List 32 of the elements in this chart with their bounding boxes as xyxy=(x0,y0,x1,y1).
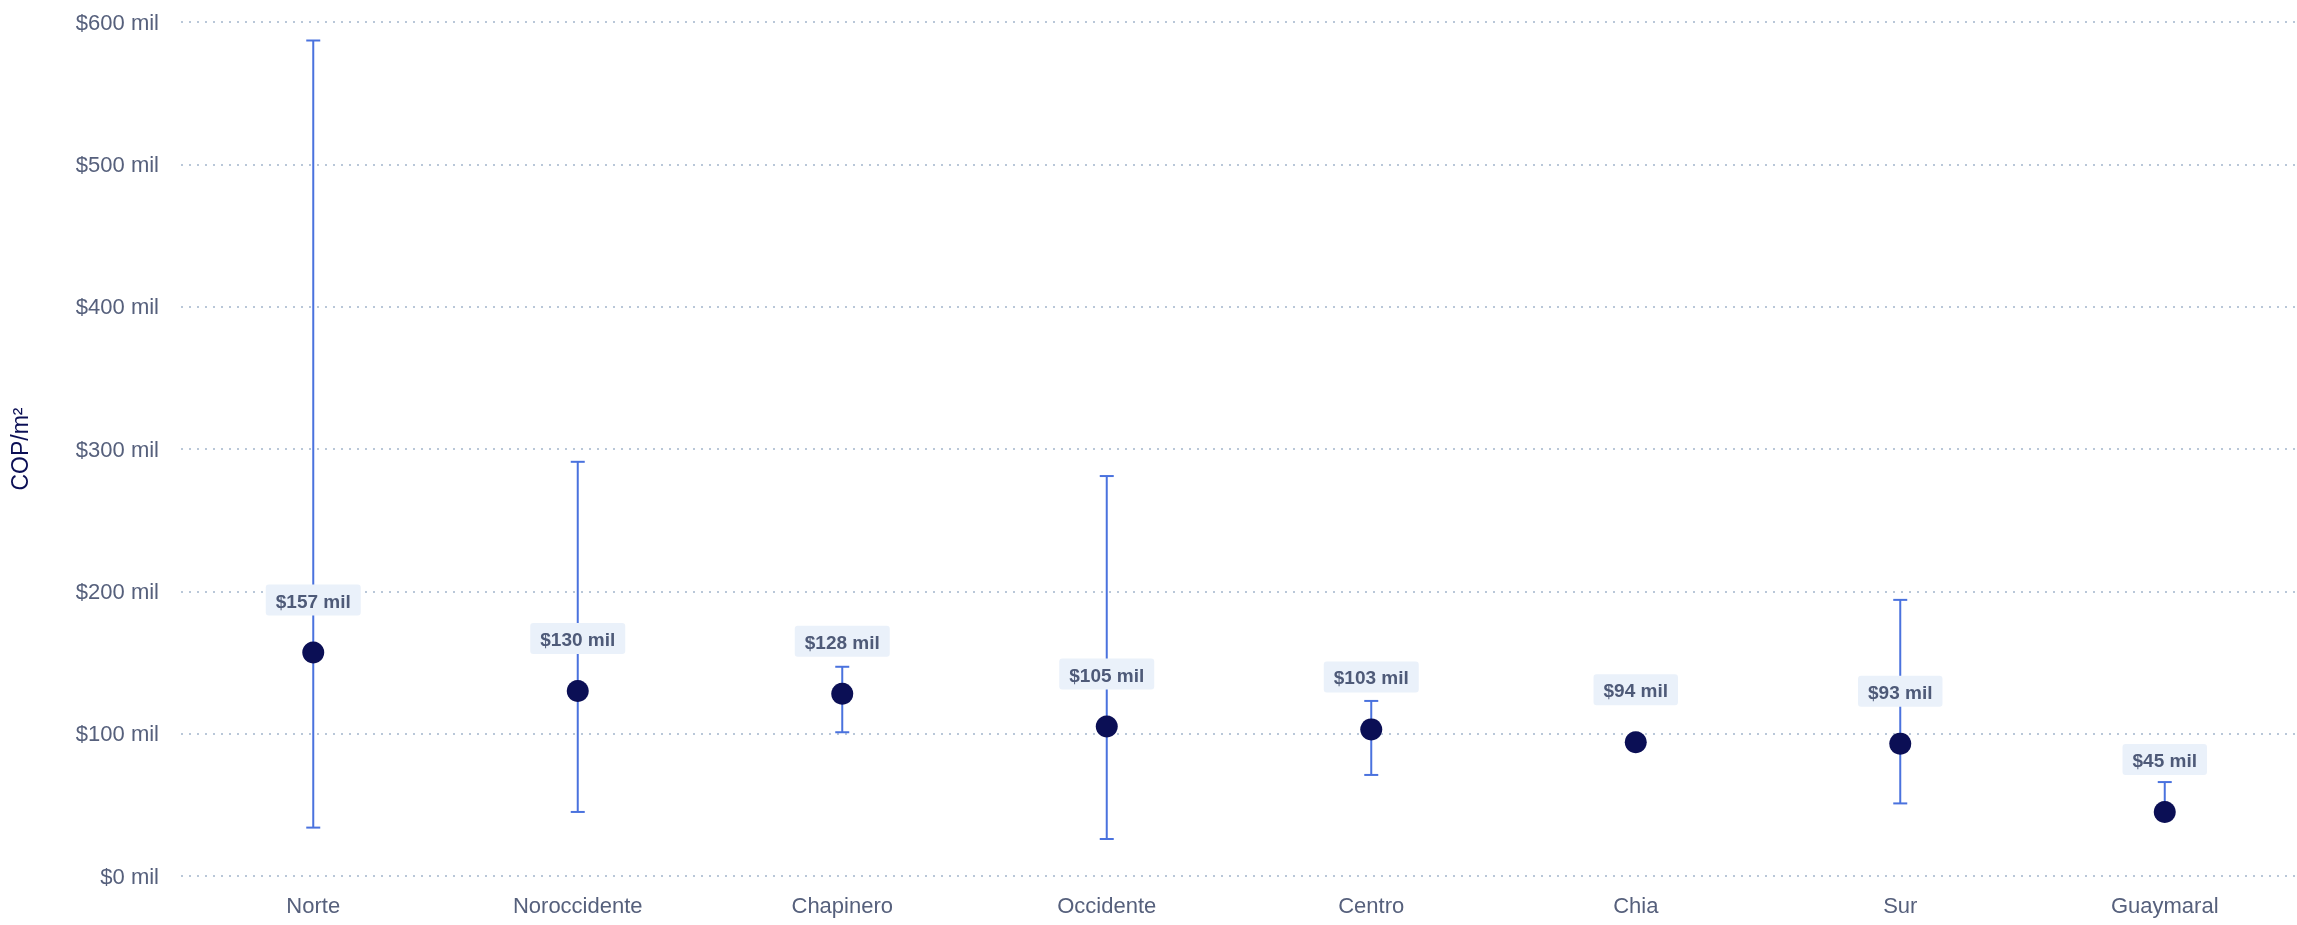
point xyxy=(831,682,854,705)
x-tick-label: Noroccidente xyxy=(512,892,643,918)
x-tick-label: Occidente xyxy=(1057,892,1157,918)
x-tick-label: Chapinero xyxy=(791,892,894,918)
data-label: $45 mil xyxy=(2132,749,2197,771)
x-tick-label: Sur xyxy=(1883,892,1918,918)
x-tick-label: Norte xyxy=(286,892,341,918)
point xyxy=(302,641,325,664)
data-label: $157 mil xyxy=(275,590,351,612)
point xyxy=(566,679,589,702)
y-tick-label: $100 mil xyxy=(75,721,159,747)
point xyxy=(2153,800,2176,823)
point xyxy=(1360,718,1383,741)
y-tick-label: $600 mil xyxy=(75,9,159,35)
data-label: $103 mil xyxy=(1333,667,1409,689)
y-tick-label: $500 mil xyxy=(75,151,159,177)
x-tick-label: Chia xyxy=(1613,892,1660,918)
data-label: $93 mil xyxy=(1868,681,1933,703)
y-tick-label: $400 mil xyxy=(75,294,159,320)
y-tick-label: $300 mil xyxy=(75,436,159,462)
data-label: $130 mil xyxy=(540,628,616,650)
y-tick-label: $200 mil xyxy=(75,578,159,604)
point xyxy=(1095,715,1118,738)
point xyxy=(1889,732,1912,755)
data-label: $105 mil xyxy=(1069,664,1145,686)
data-label: $128 mil xyxy=(804,631,880,653)
x-tick-label: Centro xyxy=(1338,892,1405,918)
point xyxy=(1624,731,1647,754)
y-axis-title: COP/m² xyxy=(6,407,33,491)
x-tick-label: Guaymaral xyxy=(2110,892,2219,918)
data-label: $94 mil xyxy=(1603,680,1668,702)
y-tick-label: $0 mil xyxy=(100,863,159,889)
